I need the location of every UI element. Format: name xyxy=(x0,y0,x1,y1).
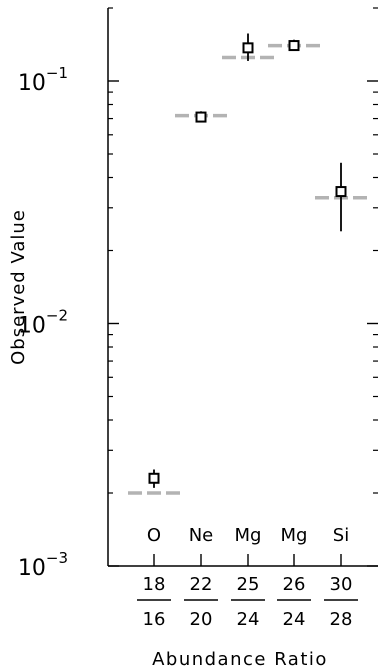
y-major-ticks xyxy=(108,80,378,567)
y-tick-labels: 10−110−210−3 xyxy=(18,64,68,581)
model-value-lines xyxy=(128,43,367,495)
y-tick-label: 10−1 xyxy=(18,64,68,96)
data-point xyxy=(195,111,207,123)
y-tick-label-base: 10 xyxy=(18,556,46,581)
y-tick-label: 10−2 xyxy=(18,307,68,339)
element-label: Si xyxy=(333,525,349,546)
ratio-numerator: 18 xyxy=(143,574,166,595)
ratio-numerator: 25 xyxy=(237,574,260,595)
y-axis-label: Observed Value xyxy=(8,209,29,365)
ratio-numerator: 26 xyxy=(283,574,306,595)
x-axis-label: Abundance Ratio xyxy=(152,649,328,670)
y-tick-label-exponent: −2 xyxy=(46,307,68,325)
ratio-denominator: 24 xyxy=(283,609,306,630)
data-point xyxy=(288,40,300,52)
ratio-labels: 18 16 22 20 25 24 26 24 30 28 xyxy=(137,574,358,630)
element-label: Mg xyxy=(235,525,262,546)
y-tick-label-exponent: −3 xyxy=(46,549,68,567)
element-label: Ne xyxy=(189,525,214,546)
ratio-numerator: 22 xyxy=(190,574,213,595)
ratio-denominator: 28 xyxy=(330,609,353,630)
element-labels: O Ne Mg Mg Si xyxy=(147,525,349,546)
plot-frame xyxy=(107,8,378,567)
data-point xyxy=(242,42,254,54)
y-tick-label-base: 10 xyxy=(18,314,46,339)
y-minor-ticks xyxy=(108,7,378,494)
x-ticks xyxy=(153,554,342,566)
element-label: O xyxy=(147,525,161,546)
y-tick-label-exponent: −1 xyxy=(46,64,68,82)
data-points xyxy=(148,40,347,484)
element-label: Mg xyxy=(281,525,308,546)
data-point xyxy=(335,186,347,198)
ratio-denominator: 20 xyxy=(190,609,213,630)
y-tick-label-base: 10 xyxy=(18,71,46,96)
ratio-denominator: 24 xyxy=(237,609,260,630)
ratio-numerator: 30 xyxy=(330,574,353,595)
y-tick-label: 10−3 xyxy=(18,549,68,581)
data-point xyxy=(148,472,160,484)
ratio-denominator: 16 xyxy=(143,609,166,630)
error-bars xyxy=(153,33,342,488)
